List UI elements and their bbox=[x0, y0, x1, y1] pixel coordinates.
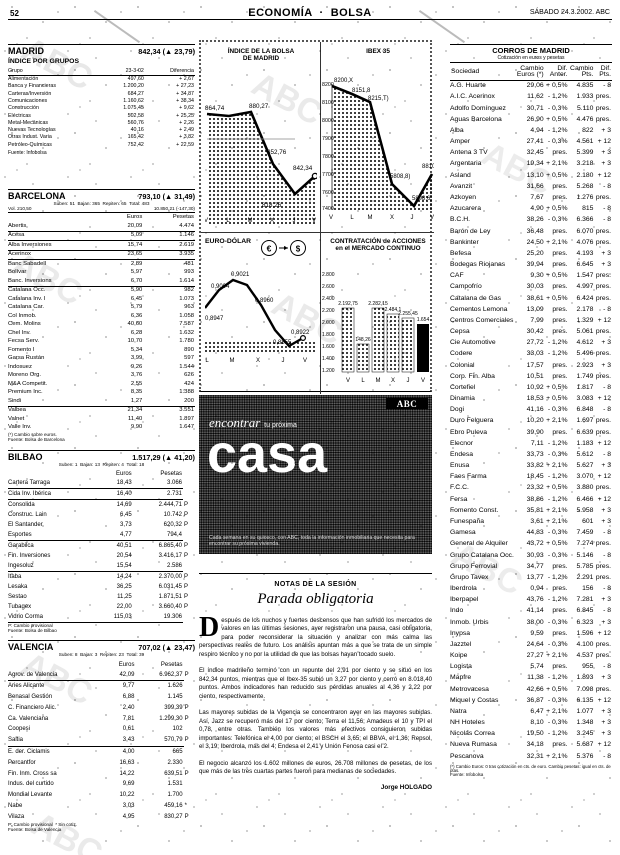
svg-text:2.400: 2.400 bbox=[322, 296, 335, 302]
svg-text:V: V bbox=[329, 215, 333, 221]
svg-text:1.654: 1.654 bbox=[417, 317, 430, 323]
svg-text:5808,8): 5808,8) bbox=[390, 174, 410, 180]
svg-text:J: J bbox=[411, 215, 414, 221]
svg-text:M: M bbox=[230, 358, 235, 364]
svg-text:1.400: 1.400 bbox=[322, 356, 335, 362]
svg-text:L: L bbox=[350, 215, 354, 221]
svg-text:1.600: 1.600 bbox=[322, 344, 335, 350]
svg-text:880,27: 880,27 bbox=[249, 103, 269, 110]
svg-text:1.800: 1.800 bbox=[322, 332, 335, 338]
svg-text:V: V bbox=[430, 215, 434, 221]
svg-text:0,8922: 0,8922 bbox=[291, 330, 310, 336]
svg-text:V: V bbox=[312, 218, 316, 224]
svg-text:V: V bbox=[346, 378, 350, 384]
svg-text:L: L bbox=[361, 378, 365, 384]
svg-text:X: X bbox=[390, 215, 394, 221]
svg-text:2.200: 2.200 bbox=[322, 308, 335, 314]
svg-text:2.600: 2.600 bbox=[322, 284, 335, 290]
svg-text:5898,6: 5898,6 bbox=[412, 196, 431, 202]
svg-text:0,9021: 0,9021 bbox=[231, 272, 250, 278]
svg-text:818,26: 818,26 bbox=[262, 202, 282, 209]
svg-text:864,74: 864,74 bbox=[205, 105, 225, 112]
svg-text:0,8855: 0,8855 bbox=[273, 340, 292, 346]
svg-text:J: J bbox=[407, 378, 410, 384]
svg-text:842,34: 842,34 bbox=[293, 165, 313, 172]
svg-text:V: V bbox=[205, 218, 208, 224]
svg-text:J: J bbox=[293, 218, 296, 224]
svg-text:M: M bbox=[376, 378, 381, 384]
svg-text:2.255,45: 2.255,45 bbox=[398, 311, 418, 317]
svg-text:J: J bbox=[282, 358, 285, 364]
svg-text:8200,X: 8200,X bbox=[334, 78, 353, 84]
svg-text:148,26: 148,26 bbox=[355, 337, 371, 343]
svg-text:X: X bbox=[256, 358, 260, 364]
svg-text:X: X bbox=[270, 218, 274, 224]
svg-text:V: V bbox=[303, 358, 307, 364]
svg-text:852,76: 852,76 bbox=[267, 149, 287, 156]
svg-text:0,8947: 0,8947 bbox=[205, 316, 224, 322]
svg-text:8215,T): 8215,T) bbox=[368, 96, 389, 102]
svg-text:1.200: 1.200 bbox=[322, 368, 335, 374]
svg-text:8810,: 8810, bbox=[422, 164, 434, 170]
svg-text:0,9004: 0,9004 bbox=[211, 284, 230, 290]
svg-text:M: M bbox=[248, 218, 253, 224]
svg-text:V: V bbox=[421, 378, 425, 384]
svg-text:2.800: 2.800 bbox=[322, 272, 335, 278]
svg-text:M: M bbox=[368, 215, 373, 221]
svg-text:2.000: 2.000 bbox=[322, 320, 335, 326]
svg-text:X: X bbox=[391, 378, 395, 384]
svg-text:2.192,75: 2.192,75 bbox=[338, 301, 358, 307]
svg-text:L: L bbox=[205, 358, 209, 364]
svg-text:0,8960: 0,8960 bbox=[255, 298, 274, 304]
svg-text:8151,8: 8151,8 bbox=[352, 88, 371, 94]
